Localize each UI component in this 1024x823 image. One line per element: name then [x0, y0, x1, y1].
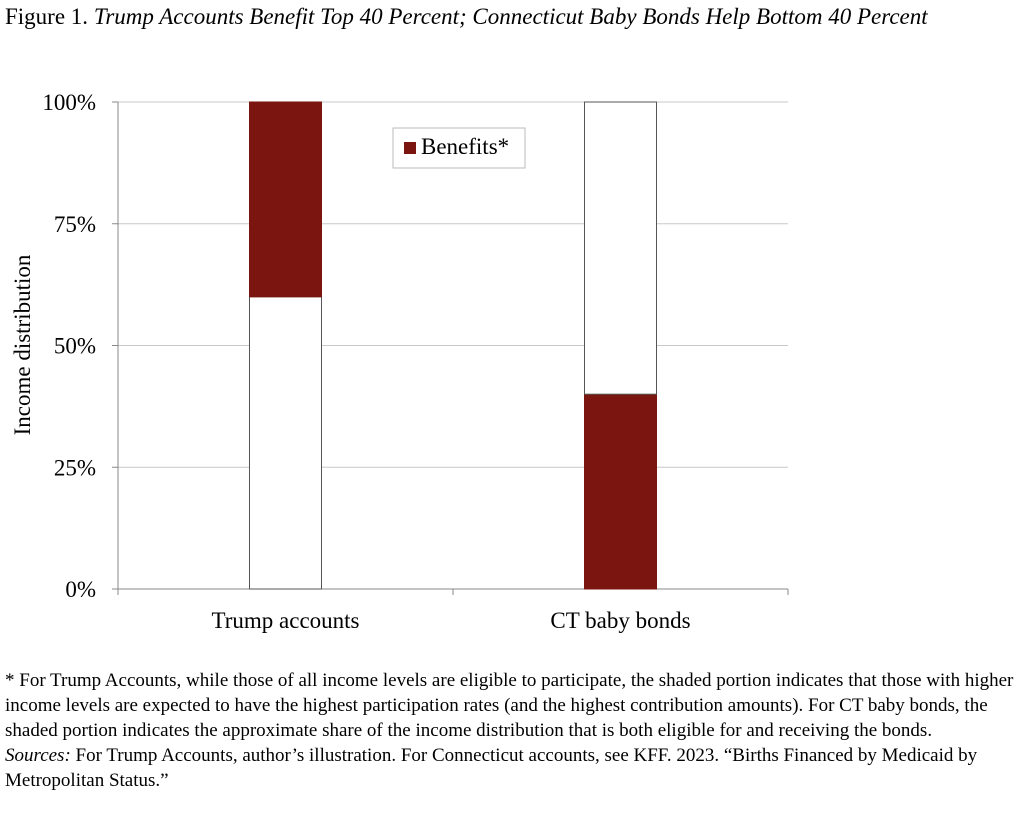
bar-segment-benefits: [584, 393, 657, 590]
footnote: * For Trump Accounts, while those of all…: [5, 670, 1014, 741]
y-axis-label: Income distribution: [10, 254, 35, 435]
legend-swatch: [404, 142, 416, 154]
legend-label: Benefits*: [421, 134, 509, 159]
y-tick-label: 100%: [42, 90, 96, 115]
sources-label: Sources:: [5, 745, 71, 766]
figure-title: Figure 1. Trump Accounts Benefit Top 40 …: [5, 2, 1005, 32]
notes: * For Trump Accounts, while those of all…: [5, 668, 1017, 793]
legend: Benefits*: [392, 127, 526, 169]
y-tick-label: 25%: [54, 455, 96, 480]
y-tick-label: 75%: [54, 212, 96, 237]
gridlines: [112, 101, 788, 590]
y-tick-label: 0%: [65, 577, 96, 602]
x-tick-label: CT baby bonds: [550, 608, 690, 633]
bar-segment-benefits: [249, 101, 322, 298]
x-tick-label: Trump accounts: [211, 608, 359, 633]
sources-line: Sources: For Trump Accounts, author’s il…: [5, 743, 1017, 793]
figure-title-text: Trump Accounts Benefit Top 40 Percent; C…: [93, 4, 928, 29]
axes: [117, 102, 789, 595]
x-tick-labels: Trump accounts CT baby bonds: [211, 608, 690, 633]
y-tick-labels: 0% 25% 50% 75% 100%: [42, 90, 96, 602]
y-tick-label: 50%: [54, 334, 96, 359]
bar-segment-unshaded: [249, 296, 322, 590]
figure-label: Figure 1.: [5, 4, 89, 29]
bars: [249, 101, 657, 590]
stacked-bar-chart: 0% 25% 50% 75% 100% Trump accounts CT baby bo…: [10, 90, 789, 633]
bar-segment-unshaded: [584, 101, 657, 395]
sources-text: For Trump Accounts, author’s illustratio…: [5, 745, 978, 791]
